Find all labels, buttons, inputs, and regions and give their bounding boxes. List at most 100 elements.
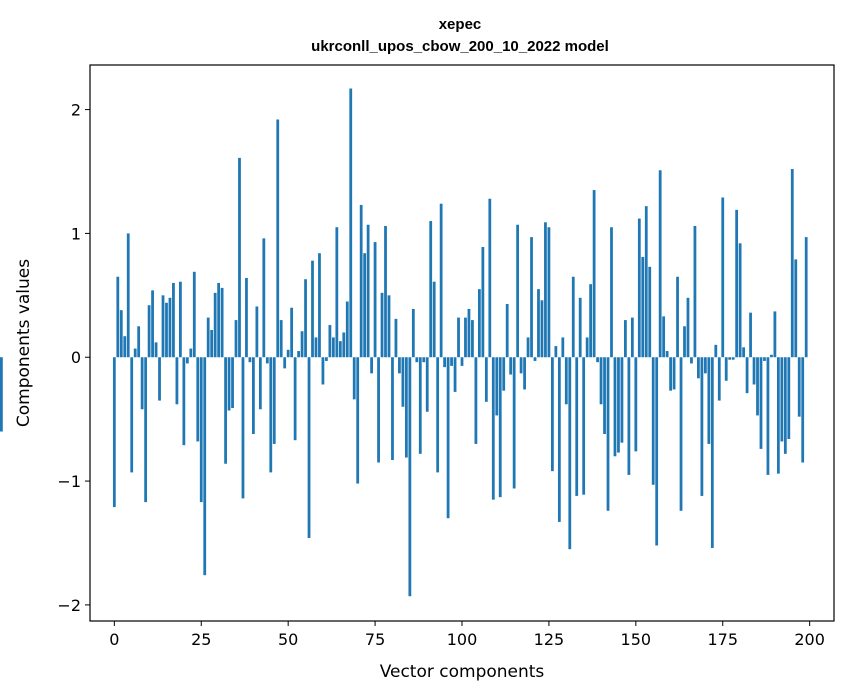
bar-component-71 [359, 204, 363, 358]
bar-component-125 [547, 227, 551, 358]
bar-component-40 [252, 357, 255, 435]
bar-component-50 [286, 349, 290, 358]
bar-component-9 [144, 357, 148, 503]
plot-frame [89, 64, 835, 622]
bar-component-164 [683, 326, 686, 358]
bar-component-80 [391, 357, 394, 461]
bar-component-79 [387, 295, 391, 358]
bar-component-144 [613, 357, 617, 457]
bar-component-181 [742, 347, 745, 358]
bar-component-23 [192, 271, 196, 358]
bar-component-75 [373, 242, 377, 358]
bar-component-51 [290, 307, 294, 358]
bar-component-59 [318, 253, 321, 358]
bar-component-146 [620, 357, 624, 443]
bar-component-149 [630, 317, 634, 358]
bar-component-10 [147, 305, 151, 358]
bar-component-197 [797, 357, 801, 417]
bar-component-133 [575, 357, 579, 496]
bar-component-196 [794, 259, 798, 358]
bar-component-21 [185, 357, 189, 364]
bar-component-undefined [0, 357, 3, 432]
bar-component-20 [182, 357, 186, 446]
bar-component-166 [690, 357, 693, 364]
bar-component-99 [457, 317, 460, 358]
bar-component-171 [707, 357, 711, 444]
bar-component-192 [780, 357, 784, 442]
bar-component-37 [241, 357, 245, 499]
bar-component-63 [331, 337, 335, 358]
bar-component-151 [637, 218, 641, 358]
bar-component-158 [662, 316, 666, 358]
bar-component-130 [564, 357, 568, 405]
bar-component-165 [686, 297, 690, 358]
bar-component-153 [644, 206, 648, 358]
x-tick-label: 25 [191, 630, 211, 649]
bar-component-1 [116, 276, 120, 358]
bar-component-142 [606, 357, 610, 511]
bar-component-38 [245, 277, 248, 358]
bar-component-26 [203, 357, 207, 576]
y-axis-label: Components values [14, 259, 34, 427]
bar-component-19 [179, 281, 182, 358]
bar-component-178 [731, 357, 735, 360]
bar-component-140 [599, 357, 603, 405]
bar-component-174 [717, 357, 721, 401]
bar-component-39 [248, 357, 252, 363]
bar-component-84 [404, 357, 408, 458]
bar-component-42 [258, 357, 262, 410]
bar-component-121 [533, 357, 537, 361]
bar-component-64 [335, 227, 339, 358]
bar-component-93 [436, 357, 440, 473]
bar-component-22 [189, 348, 193, 358]
bar-component-150 [634, 357, 638, 452]
bar-component-49 [283, 357, 287, 369]
bar-component-154 [648, 266, 652, 358]
bar-component-62 [328, 325, 332, 358]
bar-component-97 [450, 357, 453, 366]
bar-component-198 [801, 357, 805, 463]
bar-component-46 [272, 357, 276, 444]
bar-component-182 [745, 357, 749, 394]
bar-component-4 [126, 233, 130, 358]
bar-component-6 [133, 348, 137, 358]
y-tick-label: 0 [71, 348, 81, 367]
bar-component-17 [172, 282, 175, 358]
bar-component-194 [787, 357, 791, 439]
bar-component-12 [154, 342, 158, 358]
bar-component-136 [585, 337, 589, 358]
bars-group [0, 88, 808, 597]
bar-component-177 [728, 357, 732, 360]
bar-component-29 [213, 292, 217, 358]
bar-component-108 [488, 198, 492, 358]
bar-component-77 [380, 292, 384, 358]
bar-component-95 [443, 357, 447, 368]
bar-component-34 [231, 357, 234, 409]
bar-component-112 [502, 357, 506, 391]
bar-component-100 [460, 357, 464, 366]
bar-component-195 [790, 169, 794, 358]
bar-component-139 [596, 357, 599, 363]
bar-component-129 [561, 337, 565, 358]
bar-component-109 [491, 357, 495, 500]
bar-component-91 [429, 221, 433, 358]
bar-component-33 [227, 357, 231, 411]
bar-component-101 [464, 317, 467, 358]
x-axis-ticks: 0 25 50 75 100 125 150 175 200 [109, 621, 825, 649]
bar-component-65 [338, 341, 342, 358]
x-tick-label: 175 [707, 630, 738, 649]
bar-component-47 [276, 119, 280, 358]
x-tick-label: 150 [621, 630, 652, 649]
bar-component-172 [710, 357, 714, 548]
bar-component-122 [537, 289, 540, 358]
bar-component-25 [199, 357, 203, 503]
bar-component-15 [165, 302, 168, 358]
bar-component-13 [158, 357, 161, 401]
bar-component-163 [679, 357, 683, 511]
bar-component-119 [526, 337, 530, 358]
bar-component-69 [352, 357, 356, 400]
bar-component-66 [342, 332, 346, 358]
bar-component-57 [311, 260, 314, 358]
bar-component-31 [220, 287, 224, 358]
